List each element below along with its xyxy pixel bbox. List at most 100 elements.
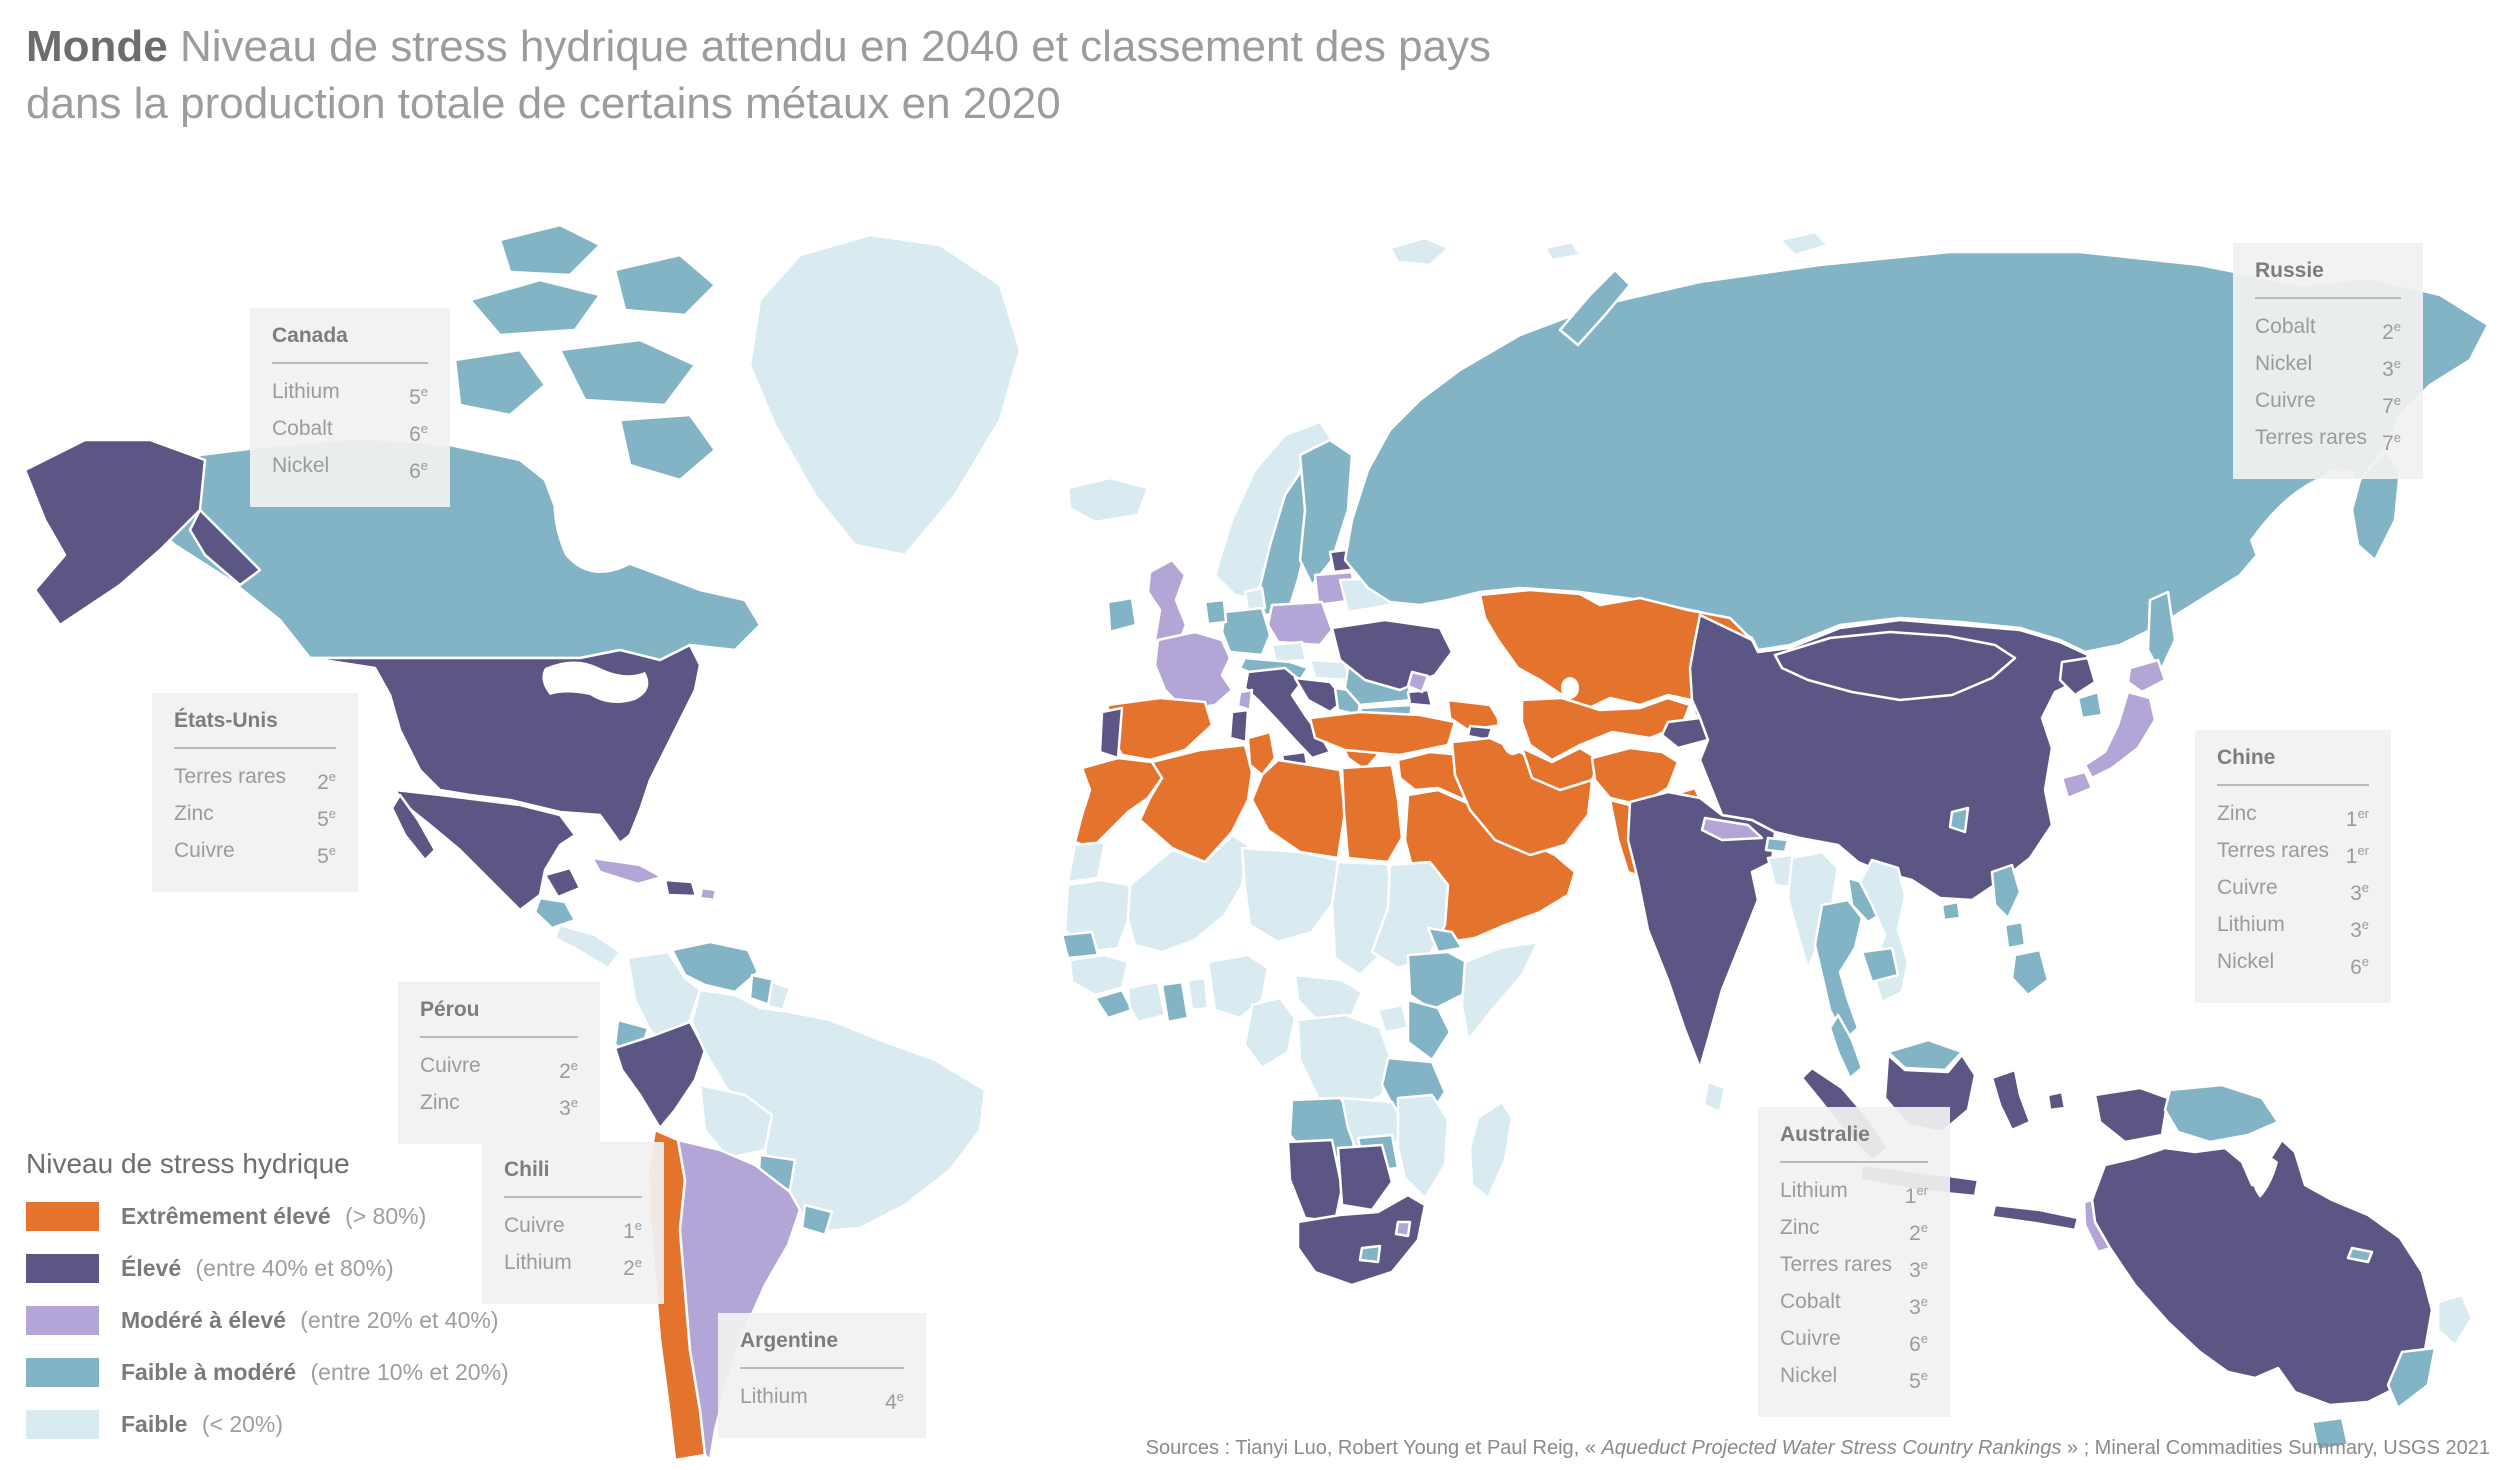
metal-label: Cuivre bbox=[2255, 389, 2316, 412]
country-box-row: Lithium 4e bbox=[740, 1381, 904, 1418]
region-new-caledonia bbox=[2346, 1246, 2374, 1264]
metal-rank: 3e bbox=[1909, 1257, 1928, 1282]
region-alaska-panhandle bbox=[188, 508, 262, 587]
metal-label: Cobalt bbox=[2255, 315, 2316, 338]
metal-label: Zinc bbox=[2217, 802, 2257, 825]
region-madagascar bbox=[1468, 1100, 1514, 1200]
region-moluccas bbox=[2046, 1090, 2067, 1112]
region-hispaniola bbox=[663, 878, 698, 898]
metal-rank: 6e bbox=[2350, 954, 2369, 979]
country-box-row: Terres rares 7e bbox=[2255, 422, 2401, 459]
region-cote-divoire bbox=[1126, 980, 1167, 1024]
region-western-sahara bbox=[1066, 840, 1107, 884]
region-baja bbox=[390, 793, 437, 862]
metal-rank: 1er bbox=[2345, 843, 2369, 868]
metal-label: Cuivre bbox=[174, 839, 235, 862]
metal-rank: 6e bbox=[1909, 1331, 1928, 1356]
metal-label: Lithium bbox=[2217, 913, 2285, 936]
metal-label: Cobalt bbox=[272, 417, 333, 440]
metal-rank: 7e bbox=[2382, 430, 2401, 455]
region-venezuela bbox=[670, 940, 760, 994]
country-box-rows: Lithium 1er Zinc 2e Terres rares 3e Coba… bbox=[1780, 1175, 1928, 1397]
region-lesser-sunda bbox=[1990, 1203, 2080, 1232]
region-south-korea bbox=[2076, 690, 2104, 720]
country-box-rows: Lithium 4e bbox=[740, 1381, 904, 1418]
metal-rank: 3e bbox=[1909, 1294, 1928, 1319]
legend-item-label: Modéré à élevé bbox=[121, 1307, 286, 1333]
caspian-sea bbox=[1495, 666, 1525, 756]
country-box-row: Lithium 2e bbox=[504, 1247, 642, 1284]
legend-item: Extrêmement élevé (> 80%) bbox=[26, 1202, 509, 1231]
region-hainan bbox=[1940, 900, 1962, 922]
country-box-row: Zinc 5e bbox=[174, 798, 336, 835]
legend-item-detail: (entre 40% et 80%) bbox=[189, 1255, 394, 1281]
metal-label: Nickel bbox=[2255, 352, 2313, 375]
metal-label: Cuivre bbox=[2217, 876, 2278, 899]
country-box-title: Argentine bbox=[740, 1329, 839, 1352]
region-czechia bbox=[1270, 640, 1308, 664]
country-box-row: Lithium 3e bbox=[2217, 909, 2369, 946]
metal-label: Lithium bbox=[504, 1251, 572, 1274]
metal-rank: 2e bbox=[317, 769, 336, 794]
metal-label: Terres rares bbox=[2255, 426, 2368, 449]
region-tunisia bbox=[1246, 730, 1277, 777]
source-note: Sources : Tianyi Luo, Robert Young et Pa… bbox=[1146, 1437, 2490, 1460]
metal-label: Terres rares bbox=[174, 765, 287, 788]
metal-rank: 7e bbox=[2382, 393, 2401, 418]
country-box-title: États-Unis bbox=[174, 709, 278, 732]
metal-label: Nickel bbox=[2217, 950, 2275, 973]
region-portugal bbox=[1098, 706, 1124, 760]
metal-rank: 6e bbox=[409, 458, 428, 483]
region-philippines-mindanao bbox=[2010, 948, 2050, 997]
country-box-rule bbox=[272, 362, 428, 364]
country-box-rule bbox=[420, 1036, 578, 1038]
region-tajikistan bbox=[1660, 716, 1710, 750]
region-botswana bbox=[1336, 1143, 1394, 1212]
region-philippines-visayas bbox=[2003, 920, 2027, 950]
region-sardinia bbox=[1228, 708, 1250, 744]
country-box-russie: Russie Cobalt 2e Nickel 3e Cuivre 7e Ter… bbox=[2233, 243, 2423, 479]
country-box-title: Canada bbox=[272, 324, 348, 347]
region-eritrea bbox=[1426, 926, 1464, 954]
source-prefix: Sources : Tianyi Luo, Robert Young et Pa… bbox=[1145, 1437, 1602, 1459]
region-japan-hokkaido bbox=[2126, 658, 2167, 694]
country-box-row: Cobalt 6e bbox=[272, 413, 428, 450]
legend-item: Modéré à élevé (entre 20% et 40%) bbox=[26, 1306, 509, 1335]
hudson-bay bbox=[553, 463, 650, 573]
region-uruguay bbox=[800, 1203, 834, 1237]
legend-swatch bbox=[26, 1410, 99, 1439]
country-box-row: Terres rares 1er bbox=[2217, 835, 2369, 872]
country-box-chine: Chine Zinc 1er Terres rares 1er Cuivre 3… bbox=[2195, 730, 2391, 1003]
metal-rank: 1e bbox=[623, 1218, 642, 1243]
country-box-perou: Pérou Cuivre 2e Zinc 3e bbox=[398, 982, 600, 1144]
region-arctic-island bbox=[1778, 230, 1830, 257]
legend-title: Niveau de stress hydrique bbox=[26, 1148, 350, 1179]
country-box-row: Zinc 3e bbox=[420, 1087, 578, 1124]
country-box-row: Nickel 5e bbox=[1780, 1360, 1928, 1397]
legend-item-label: Extrêmement élevé bbox=[121, 1203, 331, 1229]
legend-item-detail: (> 80%) bbox=[338, 1203, 427, 1229]
country-box-rule bbox=[1780, 1161, 1928, 1163]
legend-item: Faible à modéré (entre 10% et 20%) bbox=[26, 1358, 509, 1387]
region-canada-arctic bbox=[558, 338, 697, 407]
region-morocco bbox=[1073, 756, 1164, 850]
region-guinea bbox=[1068, 953, 1130, 997]
region-nepal bbox=[1700, 816, 1764, 842]
metal-rank: 3e bbox=[2350, 917, 2369, 942]
metal-rank: 1er bbox=[1904, 1183, 1928, 1208]
legend-swatch bbox=[26, 1358, 99, 1387]
country-box-rule bbox=[740, 1367, 904, 1369]
region-france bbox=[1153, 630, 1234, 712]
source-suffix: » ; Mineral Commadities Summary, USGS 20… bbox=[2061, 1437, 2490, 1459]
country-box-row: Cobalt 2e bbox=[2255, 311, 2401, 348]
region-niger bbox=[1240, 846, 1340, 944]
region-afghanistan bbox=[1590, 746, 1680, 807]
region-egypt bbox=[1340, 763, 1404, 864]
region-drc bbox=[1296, 1013, 1394, 1114]
page-title-bold: Monde bbox=[26, 22, 168, 71]
country-box-etats-unis: États-Unis Terres rares 2e Zinc 5e Cuivr… bbox=[152, 693, 358, 892]
region-novaya-zemlya bbox=[1558, 268, 1632, 347]
region-poland bbox=[1266, 600, 1334, 647]
region-ireland bbox=[1106, 596, 1138, 634]
region-eswatini bbox=[1394, 1220, 1412, 1238]
